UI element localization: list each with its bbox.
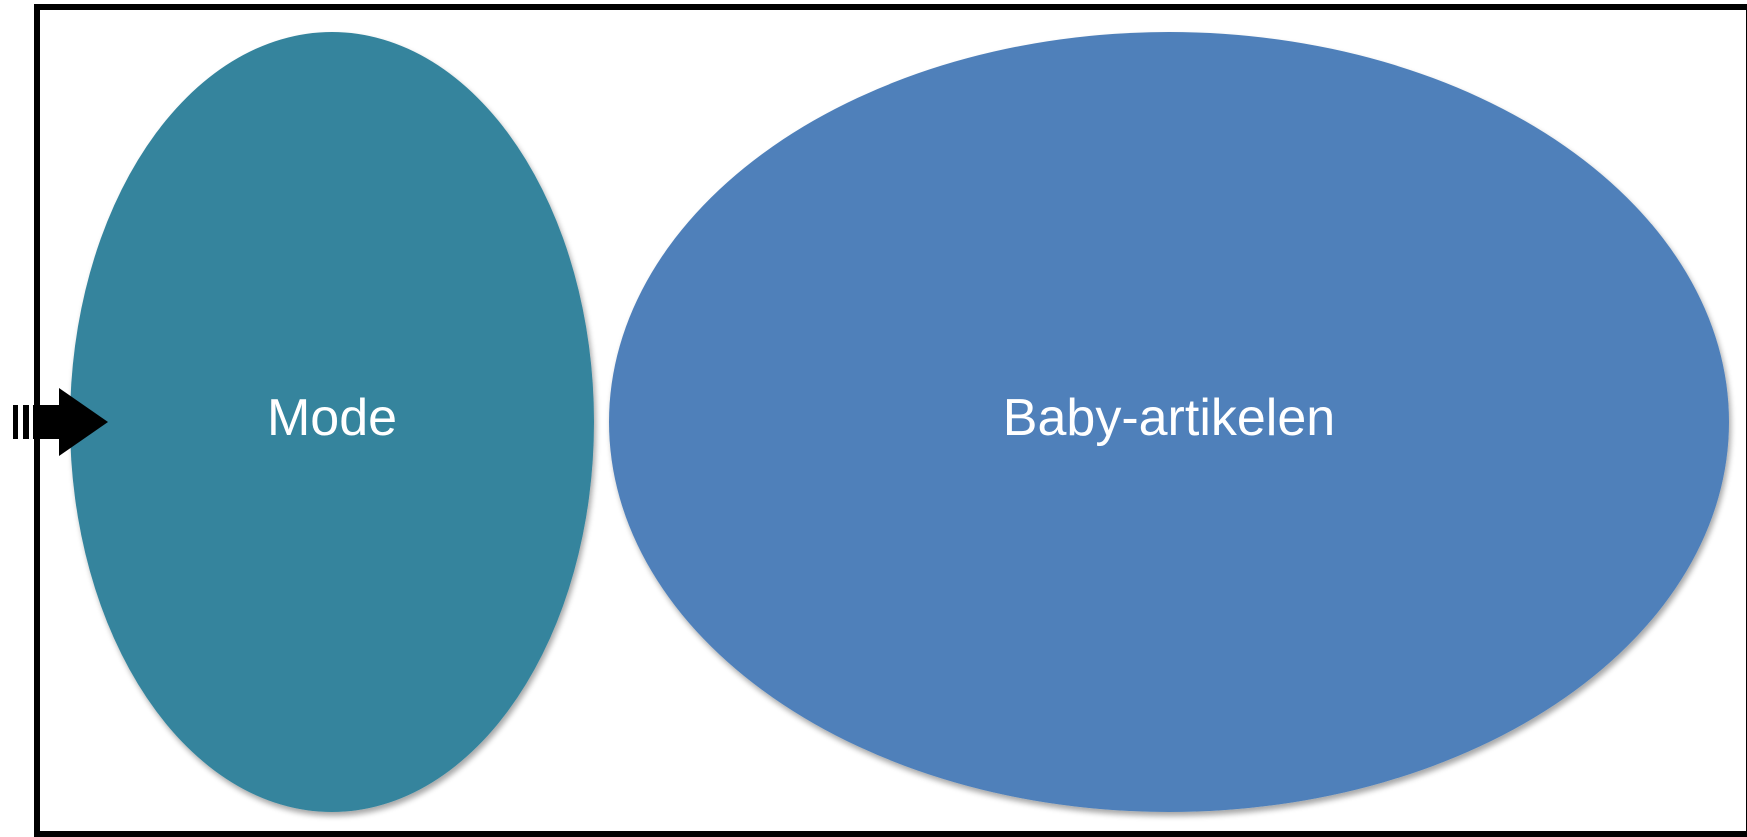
striped-arrow-icon: [13, 388, 108, 456]
mode-label: Mode: [267, 389, 397, 447]
mode-node: Mode: [70, 32, 594, 812]
baby-artikelen-label: Baby-artikelen: [1003, 389, 1335, 447]
baby-artikelen-ellipse: [609, 32, 1729, 812]
mode-ellipse: [70, 32, 594, 812]
baby-artikelen-node: Baby-artikelen: [609, 32, 1729, 812]
